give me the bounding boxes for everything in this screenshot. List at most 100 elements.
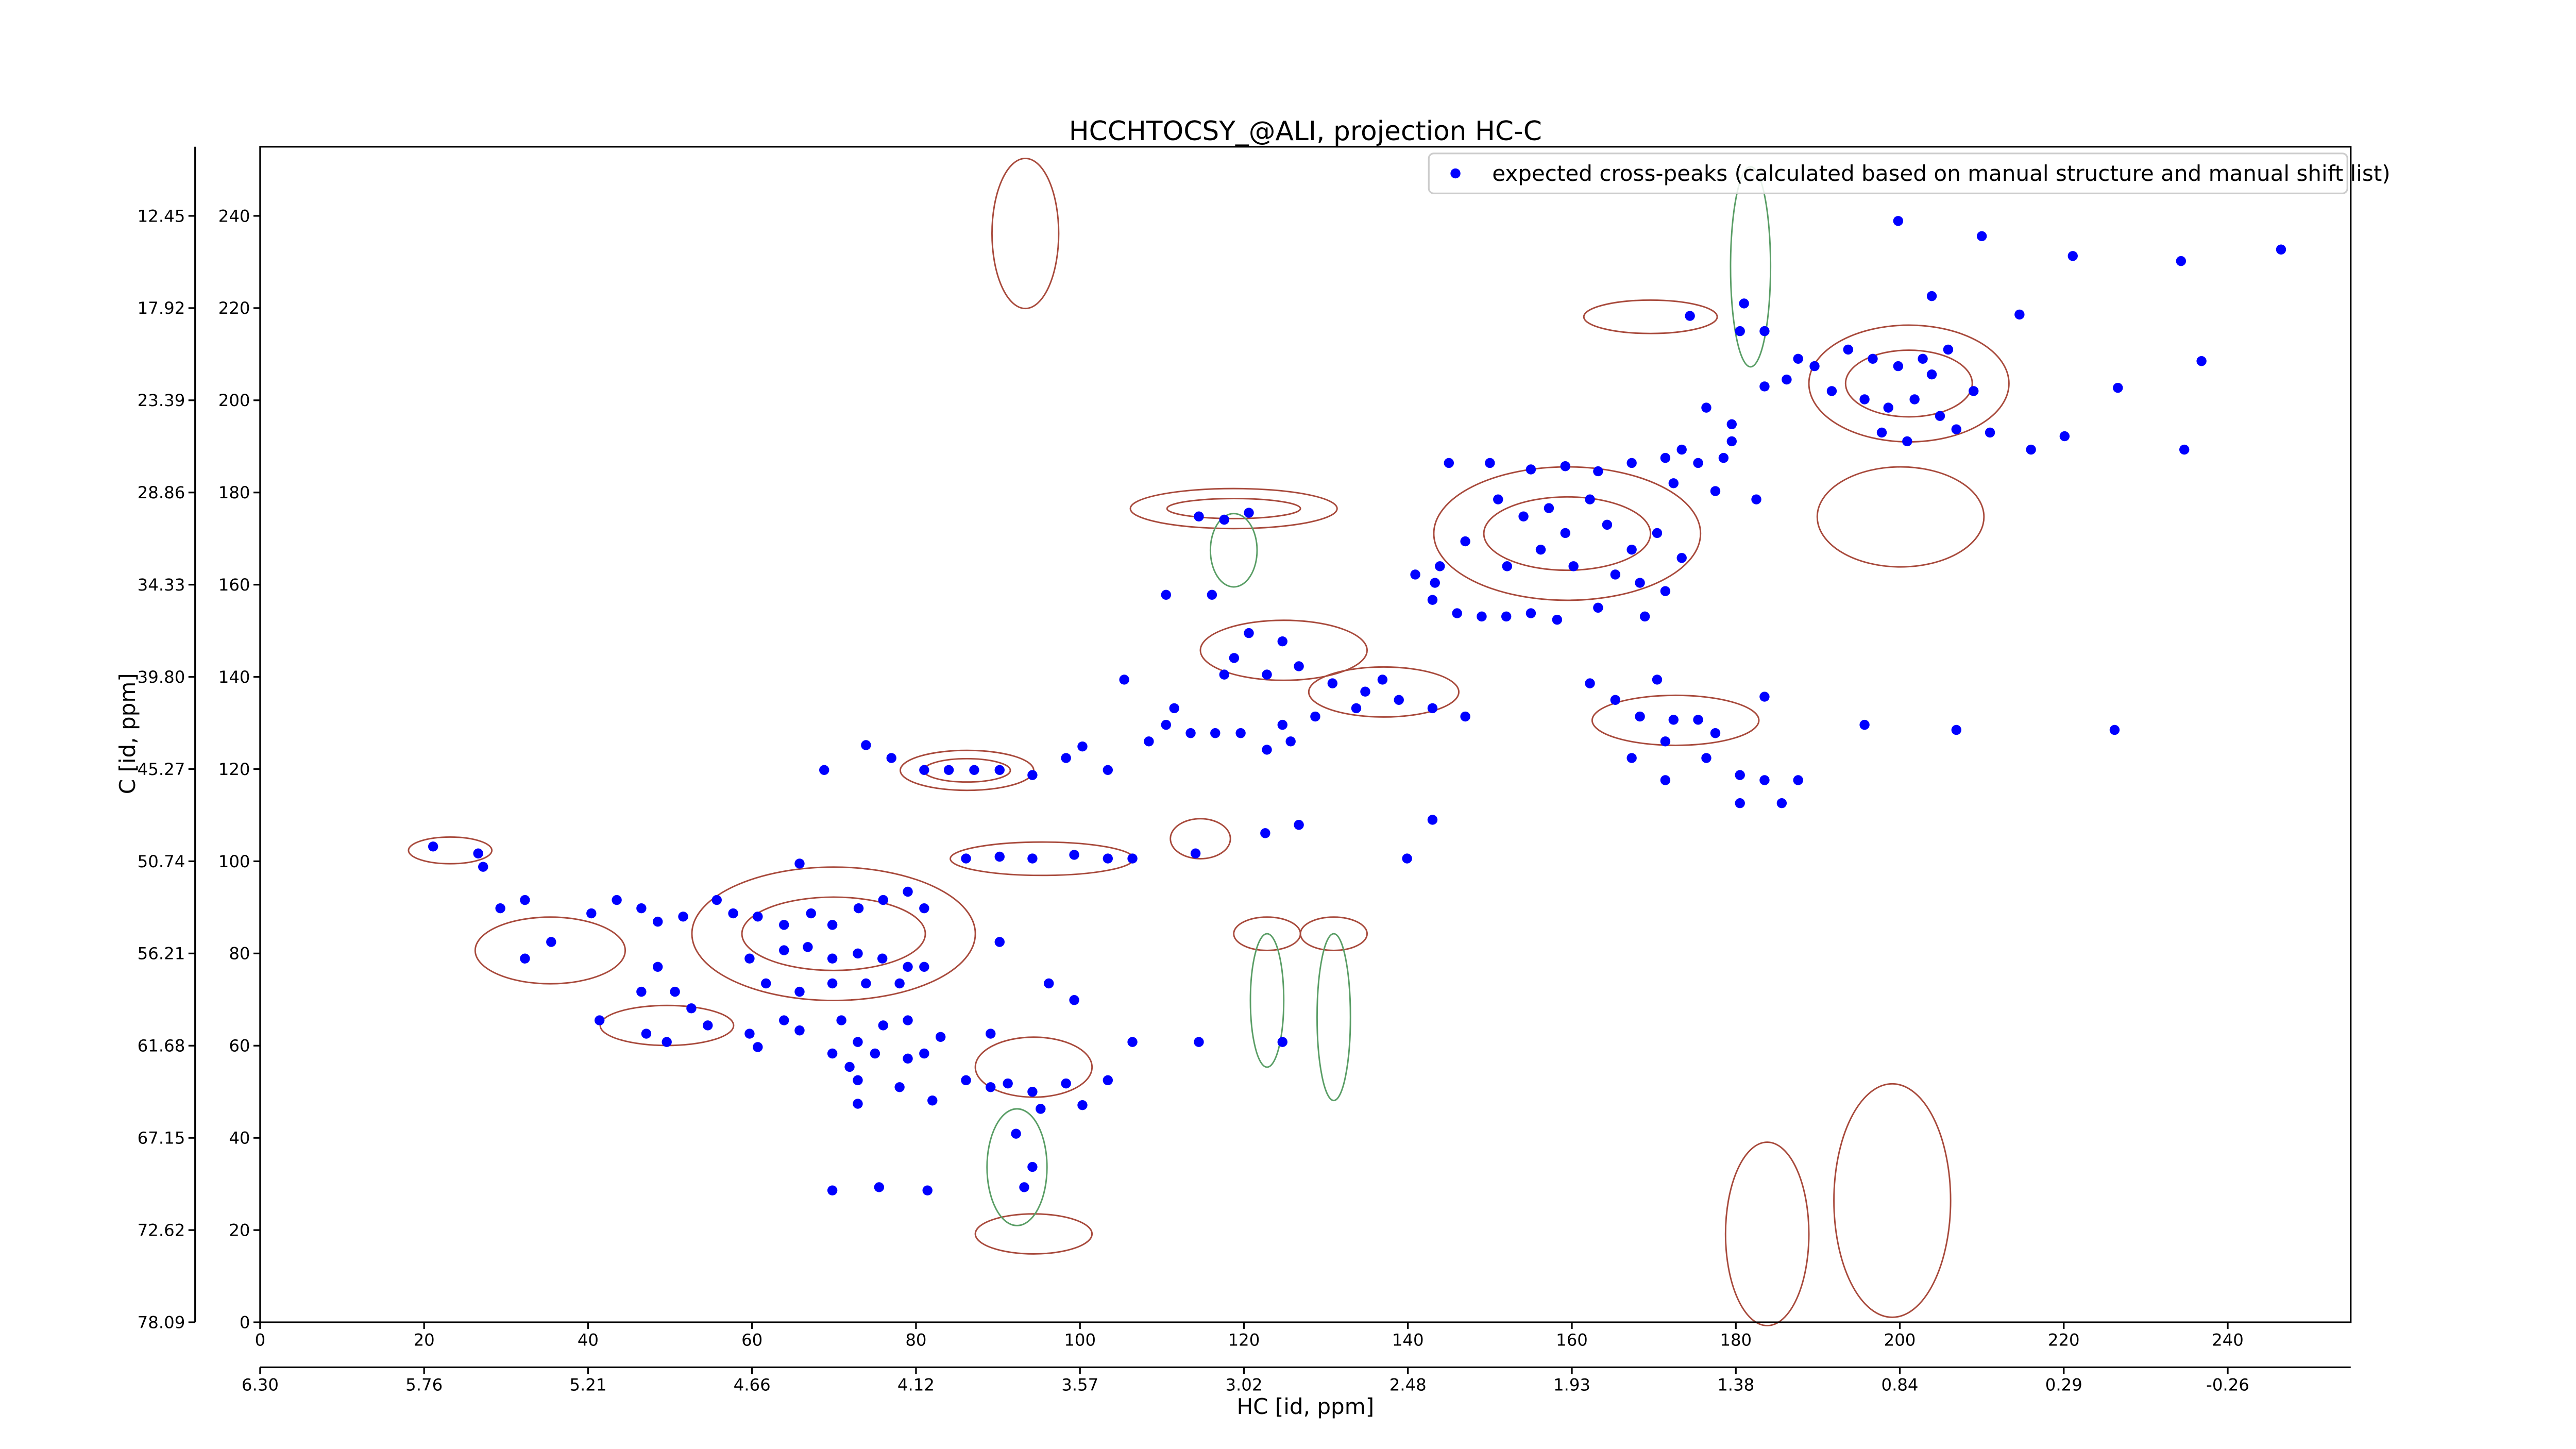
cross-peak [1926,291,1937,301]
cross-peak [853,1075,863,1086]
x-tick-label: 40 [578,1330,599,1350]
cross-peak [994,851,1005,862]
cross-peak [1103,1075,1113,1086]
cross-peak [2026,444,2036,455]
cross-peak [2067,251,2078,261]
x2-tick-label: 5.21 [569,1375,606,1395]
cross-peak [1061,753,1071,763]
cross-peak [1477,611,1487,622]
cross-peak [803,942,813,952]
cross-peak [919,1048,929,1059]
cross-peak [2276,244,2286,255]
x2-tick-label: 0.29 [2045,1375,2082,1395]
contour [1308,666,1460,718]
cross-peak [678,912,688,922]
cross-peak [753,1042,763,1052]
y-tick-label: 60 [229,1036,250,1056]
cross-peak [2196,356,2207,366]
cross-peak [1635,711,1645,722]
cross-peak [1119,675,1129,685]
cross-peak [478,862,488,872]
y-tick-label: 200 [218,391,250,410]
contour [974,1213,1093,1255]
cross-peak [903,962,913,972]
cross-peak [1444,458,1454,468]
cross-peak [827,1048,838,1059]
cross-peak [636,903,647,914]
cross-peak [903,1015,913,1025]
contour [408,836,493,865]
y-tick-label: 220 [218,298,250,318]
cross-peak [878,1020,889,1031]
cross-peak [1427,815,1438,825]
cross-peak [1185,728,1196,738]
cross-peak [1560,528,1570,538]
cross-peak [1701,402,1711,413]
cross-peak [827,920,838,930]
chart-title: HCCHTOCSY_@ALI, projection HC-C [1069,116,1542,147]
cross-peak [877,953,888,964]
cross-peak [1310,711,1320,722]
cross-peak [1027,770,1038,780]
y2-tick-label: 50.74 [138,852,185,871]
cross-peak [861,740,871,750]
cross-peak [586,908,597,919]
cross-peak [853,903,864,914]
cross-peak [546,937,556,947]
contours [408,157,2010,1326]
x2-tick-label: 0.84 [1882,1375,1919,1395]
legend-marker [1450,168,1461,179]
cross-peak [1027,1161,1038,1172]
cross-peak [1726,436,1737,447]
y2-tick-label: 12.45 [138,206,185,226]
cross-peak [744,1029,755,1039]
contour [1724,1141,1810,1326]
cross-peak [1660,452,1671,463]
cross-peak [853,1037,863,1047]
cross-peak [1036,1104,1046,1114]
series [428,216,2286,1195]
cross-peak [779,945,789,955]
contour [474,916,626,985]
cross-peak [761,978,771,989]
cross-peak [919,903,929,914]
cross-peak [1327,678,1338,688]
cross-peak [1868,353,1878,364]
cross-peak [2109,724,2120,735]
cross-peak [886,753,896,763]
cross-peak [1285,736,1296,747]
contour [1129,487,1338,530]
cross-peak [1926,369,1937,380]
cross-peak [1003,1078,1013,1089]
cross-peak [1103,765,1113,776]
cross-peak [1210,728,1221,738]
cross-peak [779,920,789,930]
x-tick-label: 140 [1392,1330,1424,1350]
cross-peak [1277,719,1287,730]
y2-tick-label: 39.80 [138,667,185,687]
cross-peak [1610,695,1621,705]
cross-peak [1626,544,1637,555]
cross-peak [1244,508,1254,518]
plot-frame [259,146,2352,1323]
cross-peak [1144,736,1154,747]
y-tick-label: 240 [218,206,250,226]
contour [1833,1083,1952,1318]
cross-peak [1435,561,1445,571]
x-tick-label: 180 [1720,1330,1752,1350]
cross-peak [636,986,647,997]
cross-peak [1493,494,1503,504]
cross-peak [1902,436,1912,447]
cross-peak [1019,1182,1029,1192]
cross-peak [2179,444,2190,455]
cross-peak [903,1053,913,1064]
cross-peak [594,1015,605,1025]
cross-peak [1219,514,1229,525]
cross-peak [1635,578,1645,588]
x2-tick-label: 1.93 [1553,1375,1590,1395]
cross-peak [1685,311,1695,321]
cross-peak [827,1185,838,1195]
y2-tick-label: 61.68 [138,1036,185,1056]
